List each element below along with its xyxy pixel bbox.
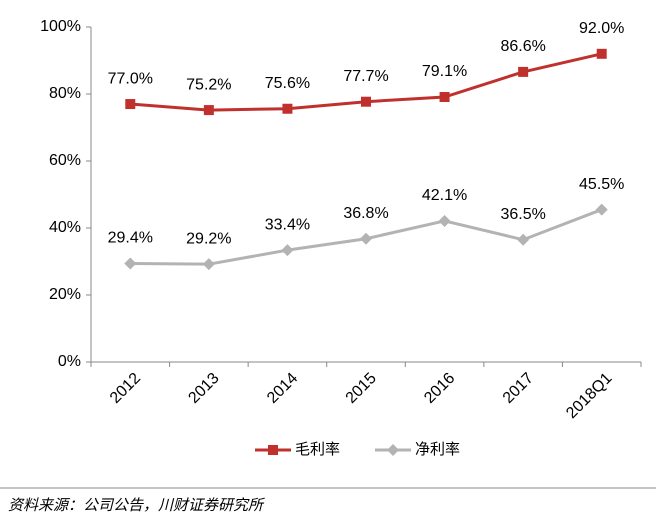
point	[595, 203, 608, 216]
point	[281, 244, 294, 257]
data-label: 29.2%	[186, 230, 231, 247]
point	[518, 66, 529, 77]
point	[125, 99, 136, 110]
point	[202, 258, 215, 271]
point	[282, 103, 293, 114]
legend-marker	[387, 444, 399, 456]
y-tick-label: 80%	[49, 85, 81, 102]
data-label: 42.1%	[422, 187, 467, 204]
point	[596, 48, 607, 59]
data-label: 92.0%	[579, 20, 624, 37]
x-tick-label: 2013	[185, 370, 222, 407]
legend-marker	[268, 445, 278, 455]
source: 资料来源：公司公告，川财证券研究所	[8, 497, 265, 514]
legend-label: 毛利率	[295, 441, 340, 458]
point	[203, 105, 214, 116]
data-label: 75.6%	[265, 75, 310, 92]
legend-label: 净利率	[415, 441, 460, 458]
y-tick-label: 60%	[49, 152, 81, 169]
data-label: 79.1%	[422, 63, 467, 80]
x-tick-label: 2016	[421, 370, 458, 407]
data-label: 86.6%	[500, 38, 545, 55]
data-label: 36.5%	[500, 206, 545, 223]
y-tick-label: 40%	[49, 219, 81, 236]
point	[517, 233, 530, 246]
point	[439, 92, 450, 103]
point	[438, 214, 451, 227]
data-label: 36.8%	[343, 205, 388, 222]
x-tick-label: 2018Q1	[563, 370, 615, 422]
point	[361, 96, 371, 107]
y-tick-label: 0%	[58, 353, 81, 370]
x-tick-label: 2015	[343, 370, 380, 407]
x-tick-label: 2017	[500, 370, 537, 407]
point	[360, 232, 372, 245]
point	[124, 257, 137, 270]
data-label: 77.0%	[108, 70, 153, 87]
data-label: 45.5%	[579, 176, 624, 193]
data-label: 33.4%	[265, 216, 310, 233]
x-tick-label: 2014	[264, 370, 301, 407]
x-tick-label: 2012	[107, 370, 144, 407]
y-tick-label: 100%	[40, 18, 81, 35]
y-tick-label: 20%	[49, 286, 81, 303]
data-label: 77.7%	[343, 68, 388, 85]
data-label: 75.2%	[186, 76, 231, 93]
data-label: 29.4%	[108, 230, 153, 247]
